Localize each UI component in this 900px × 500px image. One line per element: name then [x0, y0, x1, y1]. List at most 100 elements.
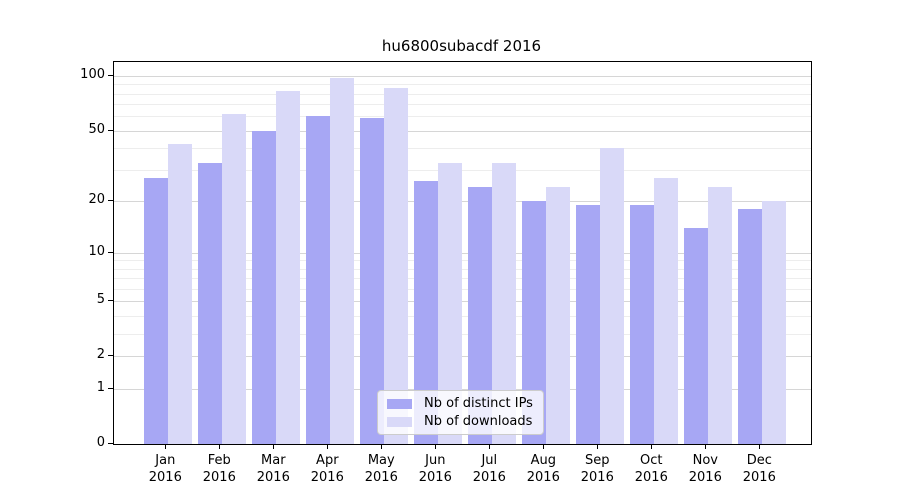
gridline-major [114, 130, 811, 132]
bar-may-downloads [384, 87, 409, 444]
bar-jan-downloads [168, 144, 193, 444]
x-tick-mark [381, 445, 383, 449]
gridline-major [114, 201, 811, 203]
legend-item-distinct-ips: Nb of distinct IPs [387, 396, 534, 411]
x-tick-mark [651, 445, 653, 449]
y-tick-label: 1 [96, 379, 105, 395]
x-tick-year: 2016 [148, 470, 182, 485]
y-tick-mark [108, 387, 113, 389]
legend: Nb of distinct IPs Nb of downloads [377, 390, 544, 435]
x-tick-mark [327, 445, 329, 449]
gridline-minor [114, 84, 811, 86]
x-tick-label-mar: Mar 2016 [241, 452, 305, 486]
x-tick-label-feb: Feb 2016 [187, 452, 251, 486]
x-tick-label-dec: Dec 2016 [727, 452, 791, 486]
gridline-minor [114, 260, 811, 262]
y-tick-label: 100 [80, 67, 105, 82]
x-tick-year: 2016 [418, 470, 452, 485]
x-tick-year: 2016 [202, 470, 236, 485]
gridline-major [114, 76, 811, 77]
gridline-minor [114, 93, 811, 95]
gridline-major [114, 252, 811, 254]
bar-apr-downloads [330, 78, 355, 444]
gridline-minor [114, 170, 811, 172]
bar-oct-downloads [654, 178, 679, 444]
y-tick-label: 10 [88, 243, 105, 259]
bar-sep-downloads [600, 147, 625, 444]
x-tick-year: 2016 [472, 470, 506, 485]
x-tick-mark [759, 445, 761, 449]
y-tick-label: 20 [88, 192, 105, 208]
x-tick-mark [273, 445, 275, 449]
x-tick-mark [543, 445, 545, 449]
chart-title: hu6800subacdf 2016 [381, 37, 542, 55]
y-tick-mark [108, 251, 113, 253]
gridline-minor [114, 147, 811, 149]
bar-nov-distinct-ips [684, 228, 709, 444]
x-tick-label-sep: Sep 2016 [565, 452, 629, 486]
y-tick-mark [108, 443, 113, 444]
legend-swatch-downloads-icon [387, 416, 412, 427]
x-tick-year: 2016 [256, 470, 290, 485]
x-tick-year: 2016 [634, 470, 668, 485]
gridline-minor [114, 268, 811, 270]
x-tick-label-aug: Aug 2016 [511, 452, 575, 486]
y-tick-mark [108, 300, 113, 302]
bar-mar-distinct-ips [252, 130, 277, 444]
x-tick-label-may: May 2016 [349, 452, 413, 486]
bar-apr-distinct-ips [306, 116, 331, 444]
x-tick-mark [705, 445, 707, 449]
bar-feb-distinct-ips [198, 162, 223, 444]
legend-label-distinct-ips: Nb of distinct IPs [424, 396, 533, 411]
y-tick-label: 2 [96, 347, 105, 363]
y-tick-mark [108, 129, 113, 131]
y-tick-mark [108, 75, 113, 76]
legend-swatch-distinct-ips-icon [387, 398, 412, 409]
gridline-minor [114, 104, 811, 106]
bar-aug-downloads [546, 187, 571, 444]
x-tick-mark [165, 445, 167, 449]
bar-feb-downloads [222, 113, 247, 444]
y-tick-label: 0 [96, 435, 105, 450]
bar-may-distinct-ips [360, 117, 385, 444]
x-tick-year: 2016 [742, 470, 776, 485]
bar-nov-downloads [708, 187, 733, 444]
x-tick-mark [219, 445, 221, 449]
gridline-major [114, 356, 811, 358]
x-tick-label-jul: Jul 2016 [457, 452, 521, 486]
x-tick-mark [489, 445, 491, 449]
x-tick-label-oct: Oct 2016 [619, 452, 683, 486]
x-tick-year: 2016 [364, 470, 398, 485]
bar-sep-distinct-ips [576, 205, 601, 444]
y-tick-label: 5 [96, 292, 105, 308]
gridline-minor [114, 278, 811, 280]
gridline-minor [114, 116, 811, 118]
bar-dec-distinct-ips [738, 209, 763, 444]
y-tick-mark [108, 200, 113, 202]
x-tick-year: 2016 [580, 470, 614, 485]
y-tick-label: 50 [88, 121, 105, 137]
x-tick-label-apr: Apr 2016 [295, 452, 359, 486]
gridline-major [114, 388, 811, 390]
x-tick-label-nov: Nov 2016 [673, 452, 737, 486]
gridline-minor [114, 315, 811, 317]
x-tick-year: 2016 [310, 470, 344, 485]
gridline-minor [114, 288, 811, 290]
bar-oct-distinct-ips [630, 205, 655, 444]
x-tick-year: 2016 [688, 470, 722, 485]
y-tick-mark [108, 355, 113, 357]
legend-label-downloads: Nb of downloads [424, 414, 533, 429]
x-tick-mark [597, 445, 599, 449]
gridline-minor [114, 333, 811, 335]
x-tick-mark [435, 445, 437, 449]
x-tick-label-jun: Jun 2016 [403, 452, 467, 486]
legend-item-downloads: Nb of downloads [387, 414, 534, 429]
plot-area [113, 61, 812, 445]
bar-dec-downloads [762, 201, 787, 444]
x-tick-year: 2016 [526, 470, 560, 485]
bar-jan-distinct-ips [144, 178, 169, 444]
x-tick-label-jan: Jan 2016 [133, 452, 197, 486]
bar-mar-downloads [276, 90, 301, 444]
gridline-major [114, 301, 811, 303]
